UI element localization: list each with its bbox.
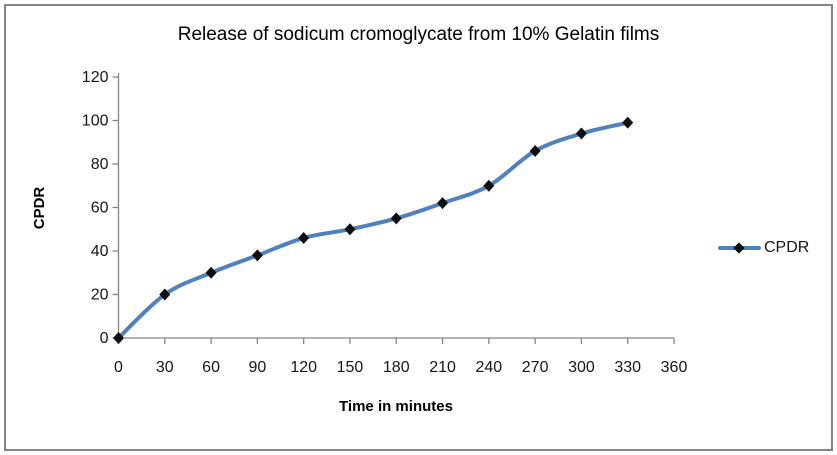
legend-series-key-icon bbox=[718, 240, 761, 256]
data-point-marker bbox=[437, 197, 449, 210]
legend: CPDR bbox=[718, 239, 810, 256]
y-tick-label: 100 bbox=[82, 113, 109, 130]
x-tick-label: 0 bbox=[114, 359, 123, 376]
y-tick-label: 20 bbox=[91, 287, 109, 304]
y-tick-label: 40 bbox=[91, 243, 109, 260]
data-point-marker bbox=[344, 223, 356, 236]
x-tick-label: 90 bbox=[248, 359, 266, 376]
data-point-marker bbox=[529, 144, 541, 157]
x-tick-label: 180 bbox=[383, 359, 410, 376]
x-tick-label: 330 bbox=[614, 359, 641, 376]
x-tick-label: 270 bbox=[522, 359, 549, 376]
data-point-marker bbox=[159, 288, 171, 301]
x-tick-label: 360 bbox=[661, 359, 688, 376]
data-point-marker bbox=[298, 231, 310, 244]
data-point-marker bbox=[622, 116, 634, 129]
x-tick-label: 120 bbox=[290, 359, 317, 376]
y-tick-label: 60 bbox=[91, 200, 109, 217]
x-tick-label: 240 bbox=[475, 359, 502, 376]
data-point-marker bbox=[390, 212, 402, 225]
data-point-marker bbox=[205, 266, 217, 279]
x-tick-label: 30 bbox=[156, 359, 174, 376]
legend-label: CPDR bbox=[764, 239, 810, 256]
x-axis-title: Time in minutes bbox=[339, 398, 453, 415]
chart-title: Release of sodicum cromoglycate from 10%… bbox=[177, 24, 660, 45]
y-tick-label: 80 bbox=[91, 156, 109, 173]
x-tick-label: 60 bbox=[202, 359, 220, 376]
x-tick-label: 300 bbox=[568, 359, 595, 376]
series-line bbox=[116, 120, 630, 340]
x-tick-label: 150 bbox=[337, 359, 364, 376]
y-tick-label: 0 bbox=[100, 330, 109, 347]
y-tick-label: 120 bbox=[82, 69, 109, 86]
data-point-marker bbox=[113, 332, 124, 344]
data-point-marker bbox=[251, 249, 263, 262]
legend-diamond-icon bbox=[733, 242, 745, 254]
data-point-marker bbox=[575, 127, 587, 140]
x-tick-label: 210 bbox=[429, 359, 456, 376]
data-point-marker bbox=[483, 179, 495, 192]
